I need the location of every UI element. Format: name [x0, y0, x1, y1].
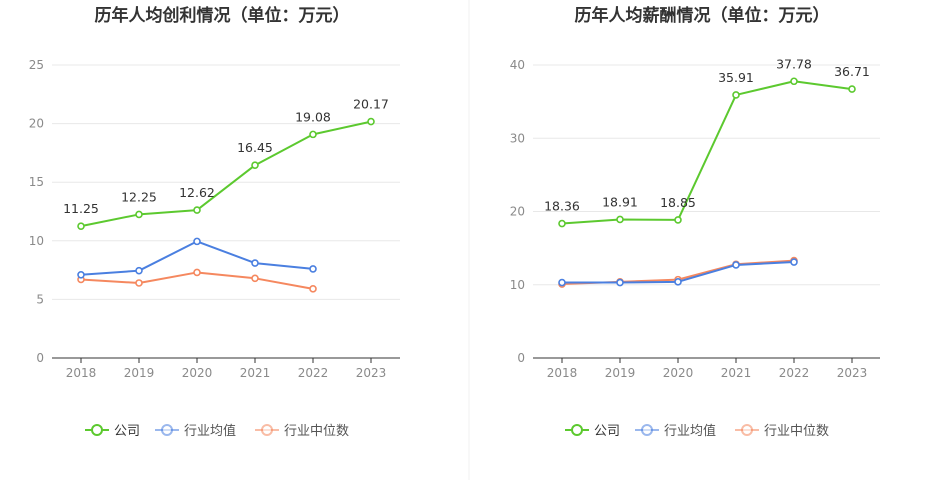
y-tick-label: 0 [517, 351, 525, 365]
data-point-industry-avg [77, 270, 85, 279]
legend-circle-icon [741, 424, 753, 436]
x-tick-label: 2022 [298, 366, 329, 380]
data-label: 12.62 [179, 185, 215, 200]
y-tick-label: 25 [29, 58, 44, 72]
y-tick-label: 10 [510, 278, 525, 292]
y-tick-label: 30 [510, 131, 525, 145]
legend-label: 公司 [114, 424, 140, 439]
x-tick-label: 2021 [240, 366, 271, 380]
legend-item-company[interactable]: 公司 [85, 424, 140, 439]
data-point-industry-avg [193, 237, 201, 246]
legend-label: 公司 [594, 424, 620, 439]
data-point-company [193, 206, 201, 214]
data-point-industry-avg [309, 265, 317, 273]
legend-circle-icon [261, 424, 273, 436]
x-tick-label: 2018 [547, 366, 578, 380]
x-tick-label: 2019 [605, 366, 636, 380]
x-tick-label: 2023 [356, 366, 387, 380]
x-tick-label: 2021 [721, 366, 752, 380]
legend-label: 行业均值 [184, 423, 236, 439]
data-point-industry-avg [251, 259, 259, 267]
data-point-company [251, 161, 259, 170]
data-point-company [77, 222, 85, 230]
x-tick-label: 2022 [779, 366, 810, 380]
legend-circle-icon [641, 424, 653, 436]
legend-circle-icon [161, 424, 173, 436]
x-tick-label: 2020 [663, 366, 694, 380]
data-point-industry-avg [616, 278, 624, 287]
y-tick-label: 0 [36, 351, 44, 365]
data-label: 18.36 [544, 199, 580, 214]
legend-circle-icon [91, 424, 103, 436]
legend-label: 行业中位数 [764, 424, 829, 439]
data-label: 12.25 [121, 189, 157, 204]
legend-label: 行业中位数 [284, 424, 349, 439]
data-point-company [790, 77, 798, 86]
y-tick-label: 20 [510, 205, 525, 219]
data-point-company [848, 85, 856, 93]
legend-item-industry-avg[interactable]: 行业均值 [155, 423, 236, 439]
legend-item-company[interactable]: 公司 [565, 424, 620, 439]
data-point-company [309, 130, 317, 139]
legend-label: 行业均值 [664, 423, 716, 439]
y-tick-label: 10 [29, 234, 44, 248]
data-label: 37.78 [776, 56, 812, 71]
salary-chart: 历年人均薪酬情况（单位：万元） 0 10 20 30 40 2018 2019 2020 2021… [510, 5, 880, 439]
series-line-company [561, 80, 853, 225]
y-tick-label: 5 [36, 292, 44, 306]
data-label: 18.91 [602, 194, 638, 209]
data-point-industry-avg [732, 261, 740, 269]
y-tick-label: 20 [29, 117, 44, 131]
x-tick-label: 2019 [124, 366, 155, 380]
data-point-industry-median [135, 279, 143, 287]
series-line-company [80, 120, 372, 228]
legend-item-industry-median[interactable]: 行业中位数 [255, 424, 349, 439]
x-tick-label: 2020 [182, 366, 213, 380]
data-point-industry-avg [674, 278, 682, 286]
data-point-company [367, 117, 375, 126]
data-point-company [732, 91, 740, 99]
chart-title: 历年人均薪酬情况（单位：万元） [575, 5, 830, 26]
data-label: 35.91 [718, 70, 754, 85]
data-point-company [135, 210, 143, 219]
legend-item-industry-median[interactable]: 行业中位数 [735, 424, 829, 439]
data-label: 20.17 [353, 97, 389, 112]
data-point-industry-avg [790, 258, 798, 266]
data-point-industry-avg [135, 266, 143, 275]
data-point-industry-median [193, 268, 201, 277]
y-tick-label: 40 [510, 58, 525, 72]
data-point-company [616, 215, 624, 224]
legend-circle-icon [571, 424, 583, 436]
data-point-industry-median [251, 274, 259, 283]
profit-chart: 历年人均创利情况（单位：万元） 0 5 10 15 20 25 2018 2019 2020 202… [29, 5, 400, 439]
data-label: 11.25 [63, 201, 99, 216]
data-point-company [558, 219, 566, 228]
legend-item-industry-avg[interactable]: 行业均值 [635, 423, 716, 439]
data-point-company [674, 216, 682, 224]
data-label: 16.45 [237, 140, 273, 155]
data-point-industry-median [309, 285, 317, 293]
data-point-industry-avg [558, 278, 566, 287]
data-label: 36.71 [834, 64, 870, 79]
x-tick-label: 2023 [837, 366, 868, 380]
data-label: 19.08 [295, 109, 331, 124]
data-label: 18.85 [660, 195, 696, 210]
y-tick-label: 15 [29, 175, 44, 189]
x-tick-label: 2018 [66, 366, 97, 380]
chart-title: 历年人均创利情况（单位：万元） [95, 5, 350, 26]
